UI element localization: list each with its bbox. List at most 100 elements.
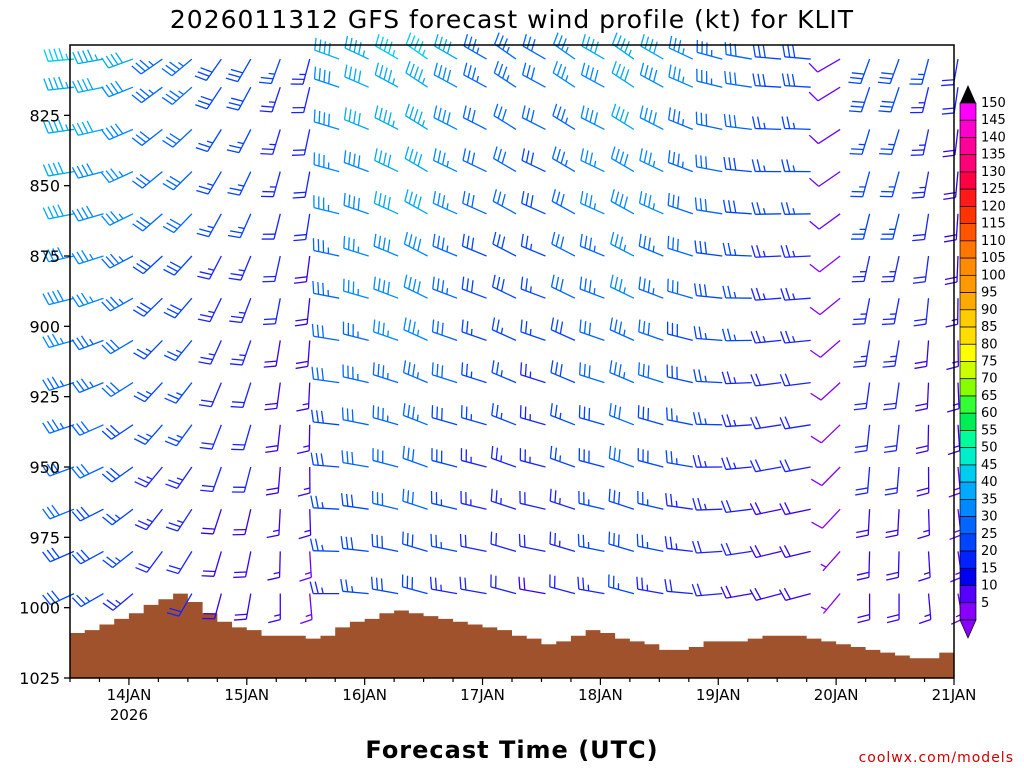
wind-barb <box>721 328 752 342</box>
wind-barb <box>550 317 576 341</box>
wind-barb <box>291 129 311 156</box>
colorbar-label: 75 <box>981 355 998 370</box>
wind-barb <box>666 407 693 426</box>
wind-barb <box>749 502 782 516</box>
wind-barb <box>915 424 930 455</box>
wind-barb <box>300 593 313 625</box>
wind-barb <box>637 405 664 426</box>
colorbar-swatch <box>959 206 977 224</box>
colorbar-swatch <box>959 447 977 466</box>
wind-barb <box>550 403 576 426</box>
wind-barb <box>164 424 193 447</box>
colorbar-label: 15 <box>981 561 998 576</box>
x-tick-sublabel: 2026 <box>110 706 148 724</box>
wind-barb <box>132 171 163 189</box>
wind-barb <box>779 502 811 516</box>
wind-barb <box>491 403 517 426</box>
wind-barb <box>913 298 930 327</box>
wind-barb <box>460 448 487 468</box>
wind-barb <box>722 242 752 257</box>
wind-barb <box>578 405 605 426</box>
wind-barb <box>71 163 104 179</box>
colorbar-swatch <box>959 257 977 276</box>
wind-barb <box>432 233 458 257</box>
wind-barb <box>781 73 811 88</box>
wind-barb <box>232 509 252 536</box>
wind-barb <box>810 424 841 444</box>
wind-barb <box>885 509 900 539</box>
wind-barb <box>196 171 222 195</box>
wind-barb <box>692 497 723 511</box>
wind-barb <box>918 551 931 582</box>
y-tick-label: 925 <box>29 388 60 407</box>
colorbar-swatch <box>959 516 977 535</box>
wind-barb <box>639 105 664 130</box>
colorbar-label: 5 <box>981 596 989 611</box>
wind-barb <box>460 490 487 510</box>
wind-barb <box>71 249 104 265</box>
colorbar-swatch <box>959 533 977 552</box>
wind-barb <box>522 33 546 60</box>
wind-barb <box>720 499 752 513</box>
colorbar-label: 130 <box>981 165 1006 180</box>
colorbar-label: 65 <box>981 389 998 404</box>
wind-barb <box>886 551 900 581</box>
wind-barb <box>264 382 281 411</box>
credit-text[interactable]: coolwx.com/models <box>859 750 1014 766</box>
wind-barb <box>694 197 723 215</box>
wind-barb <box>856 551 871 581</box>
wind-barb <box>880 213 900 240</box>
wind-barb <box>461 319 487 342</box>
wind-barb <box>549 488 576 510</box>
wind-barb <box>693 283 723 299</box>
wind-barb <box>611 60 635 88</box>
y-tick-label: 1025 <box>19 669 60 688</box>
wind-barb <box>580 148 605 173</box>
wind-barb <box>579 319 605 342</box>
wind-barb <box>552 103 576 130</box>
wind-barb <box>429 576 458 595</box>
colorbar-swatch <box>959 412 977 431</box>
wind-barb <box>492 146 517 173</box>
colorbar-swatch <box>959 154 977 173</box>
wind-barb <box>263 340 281 368</box>
wind-barb <box>578 448 605 468</box>
colorbar-swatch <box>959 137 977 156</box>
wind-barb <box>228 255 252 281</box>
wind-barb <box>750 373 782 387</box>
wind-barb <box>723 113 752 131</box>
wind-barb <box>664 536 693 553</box>
wind-barb <box>491 274 517 299</box>
wind-barb <box>133 382 163 403</box>
wind-barb <box>403 231 428 257</box>
colorbar-label: 125 <box>981 182 1006 197</box>
wind-barb <box>882 340 900 368</box>
wind-barb <box>751 202 782 215</box>
wind-barb <box>404 103 428 130</box>
wind-barb <box>299 551 312 582</box>
colorbar-swatch <box>959 481 977 500</box>
x-tick-label: 21JAN <box>932 686 977 704</box>
colorbar-label: 150 <box>981 96 1006 111</box>
colorbar-label: 110 <box>981 234 1006 249</box>
wind-barb <box>165 508 193 532</box>
wind-barb <box>371 533 399 553</box>
wind-barb <box>809 339 841 358</box>
wind-barb <box>433 105 458 130</box>
wind-barb <box>463 62 487 88</box>
wind-barb <box>263 298 281 326</box>
wind-barb <box>877 58 900 85</box>
wind-barb <box>521 105 546 130</box>
wind-barb <box>692 412 723 426</box>
colorbar-label: 30 <box>981 510 998 525</box>
wind-barb <box>133 424 163 445</box>
colorbar-label: 80 <box>981 337 998 352</box>
wind-barb <box>520 362 546 384</box>
wind-barb <box>752 73 782 88</box>
wind-barb <box>691 583 723 597</box>
wind-barb <box>918 593 932 625</box>
wind-barb <box>912 255 930 284</box>
x-tick-label: 14JAN <box>107 686 152 704</box>
wind-barb <box>404 189 428 215</box>
wind-barb <box>750 330 782 344</box>
